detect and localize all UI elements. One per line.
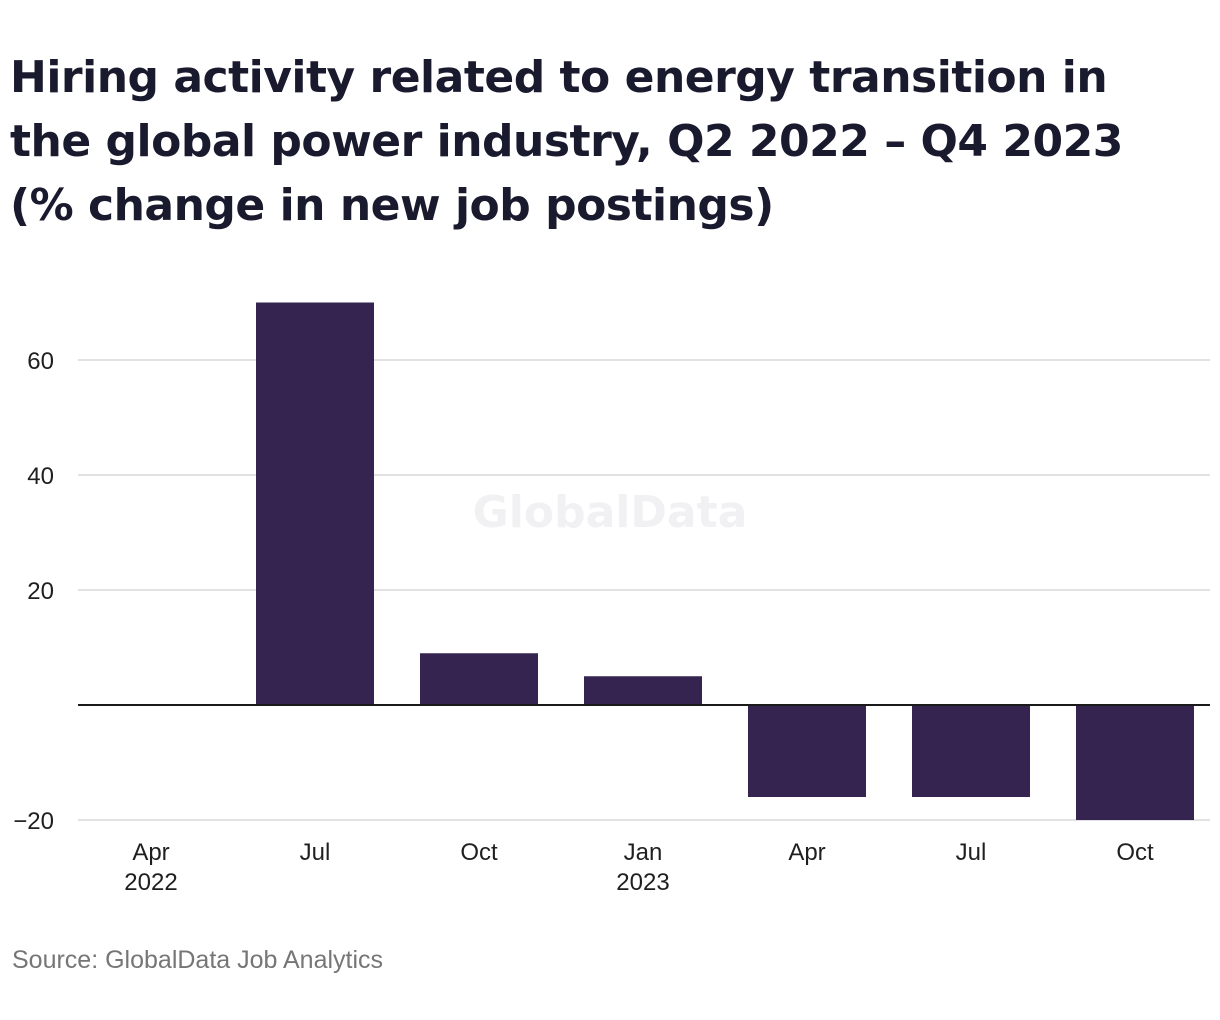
source-note: Source: GlobalData Job Analytics xyxy=(12,946,384,974)
x-tick-label: Oct xyxy=(1116,839,1154,866)
bar xyxy=(748,705,866,797)
x-tick-label: Jan xyxy=(624,839,663,866)
bar xyxy=(420,653,538,705)
watermark-logo: GlobalData xyxy=(473,487,748,538)
y-tick-label: 60 xyxy=(27,348,54,375)
bar xyxy=(1076,705,1194,820)
y-tick-label: 20 xyxy=(27,578,54,605)
y-tick-label: −20 xyxy=(13,808,54,835)
bar xyxy=(584,676,702,705)
x-tick-label: Jul xyxy=(300,839,331,866)
bar xyxy=(256,302,374,705)
bar xyxy=(912,705,1030,797)
x-tick-label: 2022 xyxy=(124,869,177,896)
x-tick-label: Apr xyxy=(788,839,825,866)
x-tick-label: Jul xyxy=(956,839,987,866)
y-axis-ticks: 60 40 20 −20 xyxy=(13,348,54,835)
y-tick-label: 40 xyxy=(27,463,54,490)
x-tick-label: 2023 xyxy=(616,869,669,896)
x-axis-ticks: Apr 2022 Jul Oct Jan 2023 Apr Jul Oct xyxy=(124,839,1154,896)
bars xyxy=(256,302,1194,820)
x-tick-label: Apr xyxy=(132,839,169,866)
chart-title: Hiring activity related to energy transi… xyxy=(10,52,1123,231)
x-tick-label: Oct xyxy=(460,839,498,866)
gridlines xyxy=(78,359,1210,821)
